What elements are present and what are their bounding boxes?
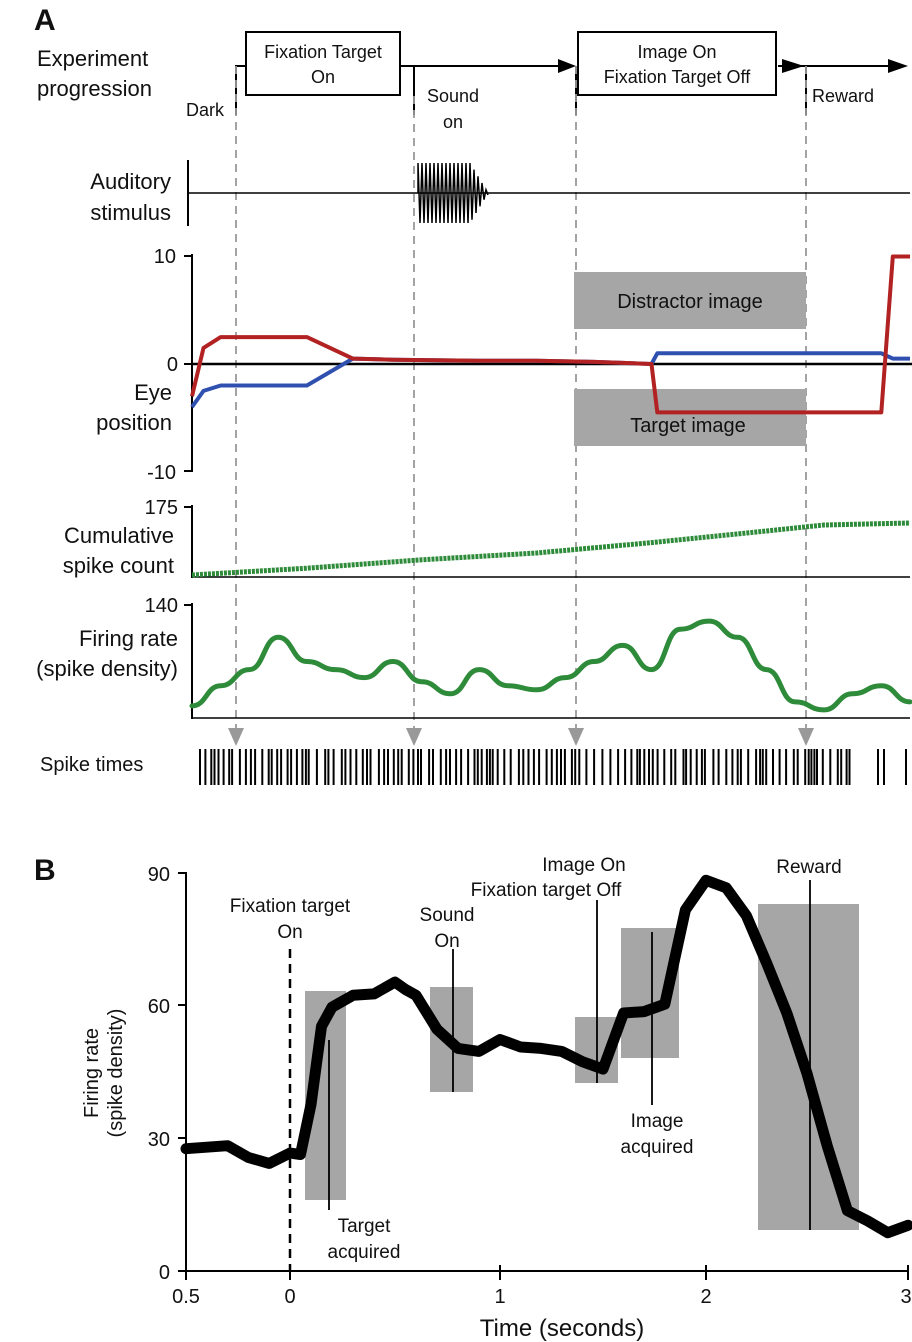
annot-fixation-line2: On bbox=[277, 922, 302, 943]
fixation-target-label-line1: Fixation Target bbox=[264, 42, 382, 62]
eye-label-line1: Eye bbox=[134, 380, 172, 405]
event-dashed-lines bbox=[235, 66, 807, 730]
image-on-label-line2: Fixation Target Off bbox=[604, 67, 751, 87]
panel-b-xlabel: Time (seconds) bbox=[480, 1315, 644, 1342]
cumulative-label-line1: Cumulative bbox=[64, 523, 174, 548]
x-tick-label-3: 3 bbox=[900, 1286, 911, 1308]
spike-raster bbox=[199, 749, 907, 785]
auditory-label-line2: stimulus bbox=[90, 200, 171, 225]
panel-b-event-lines bbox=[328, 880, 811, 1230]
panel-b-ylabel-line1: Firing rate bbox=[81, 1028, 103, 1118]
annot-image-acquired-line1: Image bbox=[631, 1111, 684, 1132]
firing-label-line1: Firing rate bbox=[79, 626, 178, 651]
panel-b-ylabel: Firing rate (spike density) bbox=[81, 1009, 127, 1138]
image-on-label-line1: Image On bbox=[637, 42, 716, 62]
event-reward-label: Reward bbox=[812, 86, 874, 106]
annot-sound-line1: Sound bbox=[420, 905, 475, 926]
distractor-image-box bbox=[574, 272, 806, 329]
progression-label-line2: progression bbox=[37, 76, 152, 101]
y-tick-label-30: 30 bbox=[148, 1129, 170, 1151]
firing-label-line2: (spike density) bbox=[36, 656, 178, 681]
annot-image-acquired-line2: acquired bbox=[621, 1137, 694, 1158]
y-tick-label-60: 60 bbox=[148, 996, 170, 1018]
firing-rate-trace bbox=[189, 618, 912, 713]
fixation-target-label-line2: On bbox=[311, 67, 335, 87]
fixation-target-box bbox=[245, 31, 401, 96]
event-sound-label-line2: on bbox=[443, 112, 463, 132]
cumulative-tick-label: 175 bbox=[145, 497, 178, 519]
event-sound-label-line1: Sound bbox=[427, 86, 479, 106]
panel-b-letter: B bbox=[34, 854, 56, 887]
annot-sound-line2: On bbox=[434, 931, 459, 952]
image-on-box bbox=[577, 31, 777, 96]
progression-label-line1: Experiment bbox=[37, 46, 148, 71]
annot-image-on-line2: Fixation target Off bbox=[471, 880, 622, 901]
cumulative-label-line2: spike count bbox=[63, 553, 174, 578]
panel-b-ylabel-line2: (spike density) bbox=[105, 1009, 127, 1138]
eye-tick-label-0: 0 bbox=[167, 354, 178, 376]
event-dark-label: Dark bbox=[186, 100, 225, 120]
event-arrowheads bbox=[228, 728, 814, 746]
x-tick-label-0: 0 bbox=[284, 1286, 295, 1308]
target-image-box bbox=[574, 389, 806, 446]
panel-a-letter: A bbox=[34, 4, 56, 37]
x-tick-label-05: 0.5 bbox=[172, 1286, 200, 1308]
firing-tick-label: 140 bbox=[145, 595, 178, 617]
eye-tick-label-10: 10 bbox=[154, 246, 176, 268]
x-tick-label-2: 2 bbox=[700, 1286, 711, 1308]
distractor-image-label: Distractor image bbox=[617, 291, 763, 313]
annot-reward: Reward bbox=[776, 857, 841, 878]
annot-fixation-line1: Fixation target bbox=[230, 896, 351, 917]
annot-target-acquired-line1: Target bbox=[338, 1216, 392, 1237]
cumulative-spike-trace bbox=[191, 520, 911, 578]
panel-b-y-ticks bbox=[178, 872, 186, 1272]
annot-target-acquired-line2: acquired bbox=[328, 1242, 401, 1263]
panel-b-firing-rate-line bbox=[180, 874, 912, 1239]
target-image-label: Target image bbox=[630, 415, 746, 437]
eye-tick-label-minus10: -10 bbox=[147, 462, 176, 484]
sound-burst bbox=[417, 162, 489, 224]
x-tick-label-1: 1 bbox=[494, 1286, 505, 1308]
auditory-label-line1: Auditory bbox=[90, 169, 171, 194]
y-tick-label-0: 0 bbox=[159, 1262, 170, 1284]
panel-b-x-ticks bbox=[185, 1265, 909, 1280]
annot-image-on-line1: Image On bbox=[542, 855, 625, 876]
y-tick-label-90: 90 bbox=[148, 864, 170, 886]
eye-label-line2: position bbox=[96, 410, 172, 435]
progression-arrowheads bbox=[558, 59, 908, 73]
eye-position-red-trace bbox=[190, 254, 910, 415]
spike-times-label: Spike times bbox=[40, 754, 143, 776]
